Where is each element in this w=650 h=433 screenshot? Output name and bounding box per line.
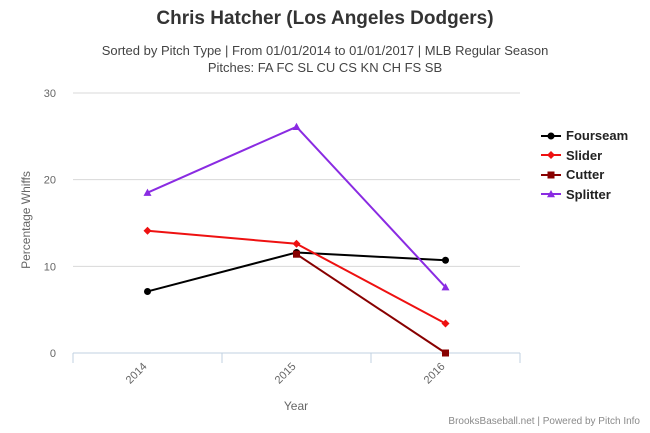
y-tick-label: 0 xyxy=(50,348,56,360)
data-point-cutter xyxy=(293,250,300,258)
legend-item-slider[interactable]: Slider xyxy=(540,146,628,166)
legend-label: Splitter xyxy=(566,186,611,202)
x-tick-label: 2014 xyxy=(124,361,150,387)
data-point-slider xyxy=(441,319,450,328)
series-line-cutter xyxy=(295,253,447,354)
x-tick-label: 2015 xyxy=(273,361,299,387)
legend-label: Fourseam xyxy=(566,128,629,144)
data-point-fourseam xyxy=(442,256,449,264)
chart-title: Chris Hatcher (Los Angeles Dodgers) xyxy=(156,8,494,29)
y-axis-label: Percentage Whiffs xyxy=(19,171,33,269)
legend-swatch-splitter xyxy=(541,190,561,198)
series-cutter xyxy=(293,250,449,357)
series-splitter xyxy=(143,122,450,291)
legend-label: Cutter xyxy=(566,167,605,183)
data-point-slider xyxy=(143,226,152,235)
series-layer xyxy=(143,122,450,357)
y-tick-label: 10 xyxy=(44,261,56,273)
x-axis-label: Year xyxy=(284,399,308,413)
data-point-fourseam xyxy=(144,287,151,295)
data-point-splitter xyxy=(143,188,152,196)
chart-subtitle-line-2: Pitches: FA FC SL CU CS KN CH FS SB xyxy=(207,60,443,75)
data-point-splitter xyxy=(441,283,450,291)
legend-item-splitter[interactable]: Splitter xyxy=(540,185,628,205)
data-point-splitter xyxy=(292,122,301,130)
data-point-cutter xyxy=(442,349,449,357)
series-line-splitter xyxy=(147,125,447,288)
y-tick-label: 30 xyxy=(44,88,56,100)
legend-swatch-marker xyxy=(547,171,555,179)
series-line-fourseam xyxy=(147,251,446,293)
series-slider xyxy=(143,226,450,328)
credits-text[interactable]: BrooksBaseball.net | Powered by Pitch In… xyxy=(448,416,640,427)
legend-label: Slider xyxy=(566,147,603,163)
legend-swatch-marker xyxy=(547,132,555,140)
legend: Fourseam Slider Cutter Splitter xyxy=(540,126,628,204)
x-tick-label: 2016 xyxy=(422,361,448,387)
legend-item-cutter[interactable]: Cutter xyxy=(540,165,628,185)
chart-subtitle-line-1: Sorted by Pitch Type | From 01/01/2014 t… xyxy=(101,43,549,58)
y-tick-label: 20 xyxy=(44,175,56,187)
legend-swatch-cutter xyxy=(541,171,561,179)
legend-swatch-fourseam xyxy=(541,132,561,140)
legend-swatch-slider xyxy=(541,151,561,160)
data-point-slider xyxy=(292,239,301,248)
legend-swatch-marker xyxy=(547,190,555,198)
legend-item-fourseam[interactable]: Fourseam xyxy=(540,126,628,146)
legend-swatch-marker xyxy=(547,151,555,160)
grid-lines xyxy=(73,92,520,267)
